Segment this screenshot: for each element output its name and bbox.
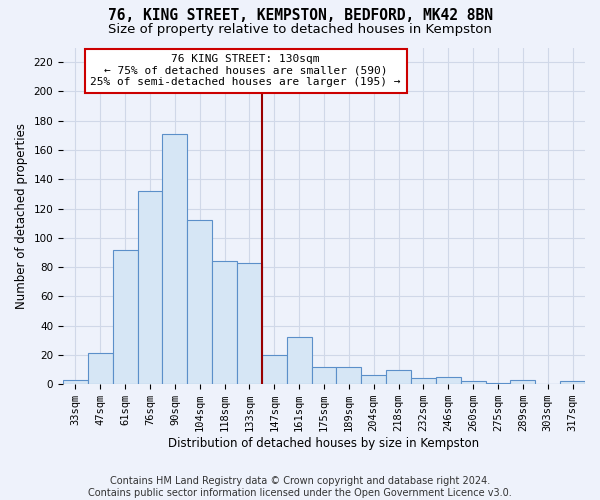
Bar bbox=[163, 134, 187, 384]
Text: Size of property relative to detached houses in Kempston: Size of property relative to detached ho… bbox=[108, 22, 492, 36]
Bar bbox=[63, 380, 88, 384]
Bar bbox=[287, 338, 311, 384]
Bar bbox=[560, 382, 585, 384]
Bar bbox=[113, 250, 137, 384]
Bar bbox=[137, 191, 163, 384]
Bar bbox=[511, 380, 535, 384]
Bar bbox=[212, 261, 237, 384]
Bar bbox=[337, 366, 361, 384]
Bar bbox=[361, 376, 386, 384]
Bar bbox=[386, 370, 411, 384]
Bar bbox=[436, 377, 461, 384]
Text: 76 KING STREET: 130sqm
← 75% of detached houses are smaller (590)
25% of semi-de: 76 KING STREET: 130sqm ← 75% of detached… bbox=[91, 54, 401, 88]
Bar bbox=[411, 378, 436, 384]
Bar bbox=[311, 366, 337, 384]
Bar bbox=[262, 355, 287, 384]
Bar bbox=[237, 262, 262, 384]
Bar bbox=[485, 383, 511, 384]
Text: 76, KING STREET, KEMPSTON, BEDFORD, MK42 8BN: 76, KING STREET, KEMPSTON, BEDFORD, MK42… bbox=[107, 8, 493, 22]
X-axis label: Distribution of detached houses by size in Kempston: Distribution of detached houses by size … bbox=[169, 437, 479, 450]
Text: Contains HM Land Registry data © Crown copyright and database right 2024.
Contai: Contains HM Land Registry data © Crown c… bbox=[88, 476, 512, 498]
Bar bbox=[88, 354, 113, 384]
Bar bbox=[187, 220, 212, 384]
Bar bbox=[461, 382, 485, 384]
Y-axis label: Number of detached properties: Number of detached properties bbox=[15, 123, 28, 309]
